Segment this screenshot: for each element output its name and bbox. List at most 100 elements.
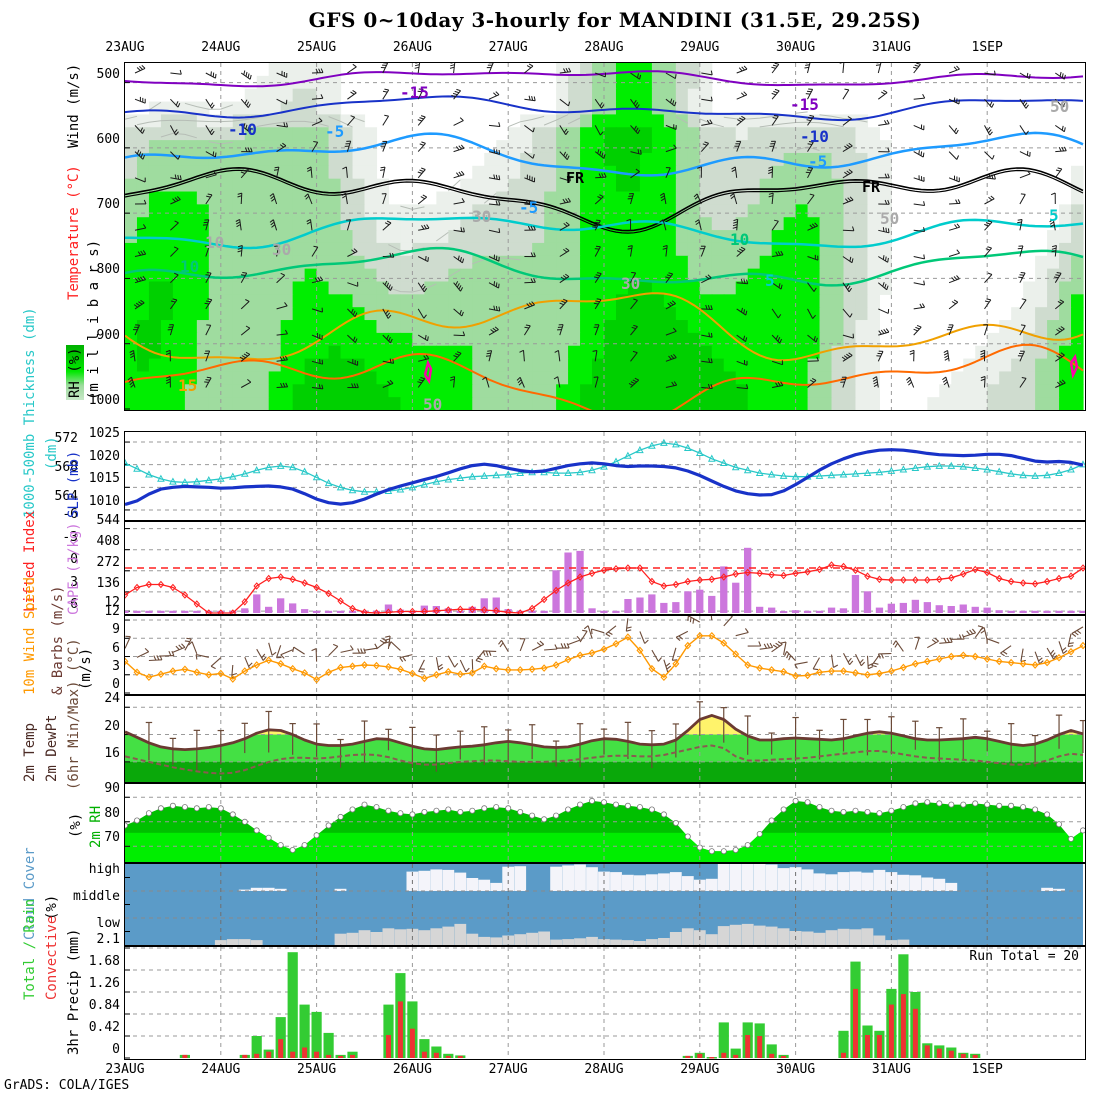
rh-shade-cell xyxy=(424,294,437,308)
wind-barb-flag xyxy=(707,305,711,310)
rh-shade-cell xyxy=(280,307,294,321)
wind-barb-flag xyxy=(710,96,713,102)
rh-shade-cell xyxy=(615,281,629,295)
wind-barb-flag xyxy=(195,654,198,660)
rh-shade-cell xyxy=(196,230,210,244)
lifted-index-marker xyxy=(768,570,775,579)
rh-shade-cell xyxy=(759,127,773,141)
rh-shade-cell xyxy=(663,204,677,218)
rh-shade-cell xyxy=(651,88,665,103)
thickness-marker xyxy=(516,468,525,476)
cloud-bar-high xyxy=(777,868,790,891)
rh-shade-cell xyxy=(352,397,366,410)
lifted-index-marker xyxy=(1043,577,1051,586)
rh-shade-cell xyxy=(496,294,509,308)
wind-barb-flag xyxy=(449,378,455,381)
wind-barb xyxy=(984,72,996,76)
wind-barb-flag xyxy=(693,193,698,198)
rh-shade-cell xyxy=(184,294,198,308)
rh-marker xyxy=(133,817,140,824)
wind-barb-flag xyxy=(867,663,873,667)
rh-shade-cell xyxy=(867,397,881,410)
rh-shade-cell xyxy=(328,88,342,103)
rh-shade-cell xyxy=(244,140,258,154)
wind-barb-flag xyxy=(846,144,851,148)
wind-barb xyxy=(948,226,960,231)
wind-barb-flag xyxy=(424,334,427,340)
wind-barb xyxy=(459,659,467,673)
wind-barb-flag xyxy=(423,355,427,360)
wind-barb-flag xyxy=(531,200,534,205)
rh-shade-cell xyxy=(208,281,222,295)
wind-barb xyxy=(1019,378,1027,388)
wind-speed-marker xyxy=(911,659,919,668)
rh-shade-cell xyxy=(208,345,222,360)
wind-barb-flag xyxy=(873,662,879,665)
rh-marker xyxy=(529,812,536,819)
axis-tick-label: 800 xyxy=(96,262,120,278)
wind-barb-flag xyxy=(170,300,176,303)
wind-barb-flag xyxy=(597,196,602,199)
rh-shade-cell xyxy=(687,140,701,154)
rh-shade-cell xyxy=(723,217,737,231)
cloud-bar-low xyxy=(717,926,730,945)
cape-bar xyxy=(1067,610,1075,613)
rh-shade-cell xyxy=(304,114,318,128)
rh-shade-cell xyxy=(711,127,725,141)
rh-shade-cell xyxy=(867,140,881,154)
cape-bar xyxy=(241,608,249,613)
rh-shade-cell xyxy=(568,217,581,231)
wind-barb-flag xyxy=(528,63,534,67)
thickness-marker xyxy=(420,480,429,488)
rh-shade-cell xyxy=(148,294,162,308)
wind-barb-flag xyxy=(1020,193,1026,195)
bottom-day-label: 31AUG xyxy=(871,1062,911,1077)
cloud-bar-low xyxy=(334,933,347,945)
wind-barb-flag xyxy=(419,117,424,120)
rh-shade-cell xyxy=(136,140,150,154)
wind-speed-marker xyxy=(480,662,488,671)
wind-barb xyxy=(807,194,815,205)
rh-shade-cell xyxy=(520,332,533,347)
wind-barb-flag xyxy=(607,631,613,635)
rh-shade-cell xyxy=(292,268,306,283)
wind-barb-flag xyxy=(956,65,960,70)
wind-barb-flag xyxy=(247,147,251,152)
rh-shade-cell xyxy=(484,320,497,334)
precip-convective-bar xyxy=(290,1051,296,1058)
rh-shade-cell xyxy=(496,358,509,373)
rh-marker xyxy=(924,799,931,806)
wind-barb-flag xyxy=(1051,250,1057,253)
wind-barb-flag xyxy=(425,255,427,261)
wind-barb-flag xyxy=(885,256,887,261)
rh-shade-cell xyxy=(388,320,402,334)
rh-shade-cell xyxy=(604,178,617,193)
rh-shade-cell xyxy=(532,255,545,270)
cape-bar xyxy=(827,607,836,613)
wind-barb-flag xyxy=(883,120,888,125)
rh-shade-cell xyxy=(136,191,150,205)
rh-shade-cell xyxy=(675,332,689,347)
rh-shade-cell xyxy=(220,384,234,398)
wind-barb xyxy=(948,151,958,160)
rh-shade-cell xyxy=(292,191,306,205)
rh-shade-cell xyxy=(496,230,509,244)
wind-barb xyxy=(293,646,305,655)
rh-shade-cell xyxy=(268,127,282,141)
rh-shade-cell xyxy=(232,165,246,180)
rh-shade-cell xyxy=(376,230,390,244)
wind-speed-marker xyxy=(169,667,177,675)
rh-shade-cell xyxy=(148,152,162,167)
wind-barb-flag xyxy=(175,101,179,106)
rh-marker xyxy=(445,806,452,813)
wind-barb-flag xyxy=(601,104,605,109)
wind-barb xyxy=(594,98,602,109)
wind-barb-flag xyxy=(516,376,521,381)
wind-barb xyxy=(736,334,746,343)
wind-barb-flag xyxy=(860,661,866,667)
cape-bar xyxy=(552,570,560,613)
rh-shade-cell xyxy=(544,320,557,334)
wind-barb-flag xyxy=(912,66,918,69)
rh-marker xyxy=(780,806,787,813)
wind-barb-flag xyxy=(320,94,324,99)
